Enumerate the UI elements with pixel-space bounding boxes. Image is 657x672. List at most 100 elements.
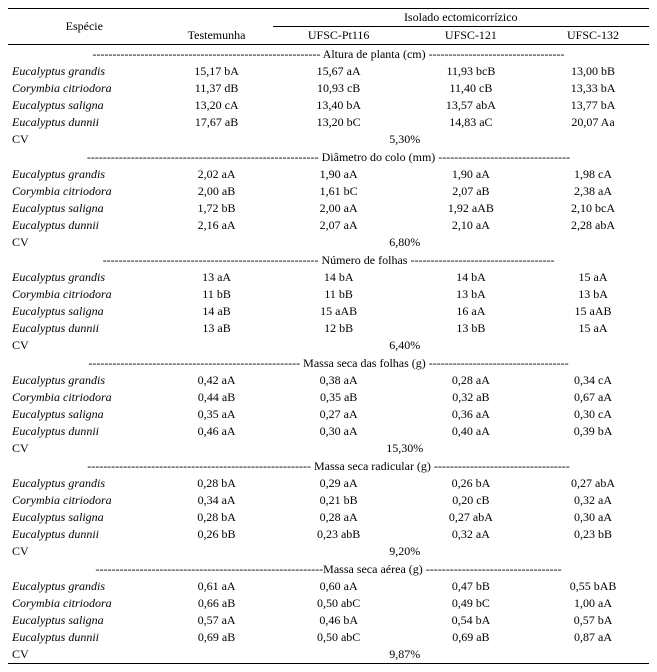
value-cell: 2,10 aA	[405, 217, 537, 234]
value-cell: 1,72 bB	[161, 200, 273, 217]
value-cell: 0,50 abC	[273, 629, 405, 646]
value-cell: 0,54 bA	[405, 612, 537, 629]
table-row: Corymbia citriodora0,34 aA0,21 bB0,20 cB…	[8, 492, 649, 509]
value-cell: 0,34 aA	[161, 492, 273, 509]
value-cell: 0,55 bAB	[537, 578, 649, 595]
value-cell: 2,02 aA	[161, 166, 273, 183]
value-cell: 1,90 aA	[273, 166, 405, 183]
table-row: Eucalyptus dunnii0,26 bB0,23 abB0,32 aA0…	[8, 526, 649, 543]
value-cell: 11,93 bcB	[405, 63, 537, 80]
value-cell: 13 bA	[537, 286, 649, 303]
value-cell: 0,23 bB	[537, 526, 649, 543]
value-cell: 0,28 bA	[161, 475, 273, 492]
species-cell: Eucalyptus grandis	[8, 166, 161, 183]
table-row: Eucalyptus grandis2,02 aA1,90 aA1,90 aA1…	[8, 166, 649, 183]
value-cell: 1,98 cA	[537, 166, 649, 183]
species-cell: Eucalyptus dunnii	[8, 423, 161, 440]
value-cell: 13,57 abA	[405, 97, 537, 114]
table-row: Eucalyptus saligna0,35 aA0,27 aA0,36 aA0…	[8, 406, 649, 423]
value-cell: 14 bA	[405, 269, 537, 286]
value-cell: 13 aB	[161, 320, 273, 337]
table-row: Eucalyptus dunnii2,16 aA2,07 aA2,10 aA2,…	[8, 217, 649, 234]
table-row: Corymbia citriodora2,00 aB1,61 bC2,07 aB…	[8, 183, 649, 200]
species-cell: Eucalyptus saligna	[8, 406, 161, 423]
value-cell: 0,61 aA	[161, 578, 273, 595]
value-cell: 13 bA	[405, 286, 537, 303]
cv-value: 5,30%	[161, 131, 649, 148]
value-cell: 0,42 aA	[161, 372, 273, 389]
value-cell: 0,35 aB	[273, 389, 405, 406]
cv-value: 9,87%	[161, 646, 649, 664]
value-cell: 12 bB	[273, 320, 405, 337]
table-row: Eucalyptus dunnii0,46 aA0,30 aA0,40 aA0,…	[8, 423, 649, 440]
value-cell: 14 aB	[161, 303, 273, 320]
value-cell: 2,38 aA	[537, 183, 649, 200]
cv-value: 6,80%	[161, 234, 649, 251]
value-cell: 13 bB	[405, 320, 537, 337]
value-cell: 15 aA	[537, 320, 649, 337]
value-cell: 0,28 aA	[405, 372, 537, 389]
col-header-testemunha: Testemunha	[161, 9, 273, 45]
table-row: Eucalyptus saligna0,57 aA0,46 bA0,54 bA0…	[8, 612, 649, 629]
value-cell: 11,37 dB	[161, 80, 273, 97]
value-cell: 0,30 aA	[273, 423, 405, 440]
value-cell: 0,30 cA	[537, 406, 649, 423]
value-cell: 0,67 aA	[537, 389, 649, 406]
table-row: Eucalyptus dunnii13 aB12 bB13 bB15 aA	[8, 320, 649, 337]
table-row: Corymbia citriodora11,37 dB10,93 cB11,40…	[8, 80, 649, 97]
value-cell: 2,00 aB	[161, 183, 273, 200]
value-cell: 11,40 cB	[405, 80, 537, 97]
section-title: ----------------------------------------…	[8, 251, 649, 269]
species-cell: Eucalyptus grandis	[8, 372, 161, 389]
value-cell: 15,67 aA	[273, 63, 405, 80]
section-title: ----------------------------------------…	[8, 354, 649, 372]
table-row: Eucalyptus saligna14 aB15 aAB16 aA15 aAB	[8, 303, 649, 320]
species-cell: Corymbia citriodora	[8, 389, 161, 406]
value-cell: 0,27 aA	[273, 406, 405, 423]
cv-value: 6,40%	[161, 337, 649, 354]
value-cell: 13 aA	[161, 269, 273, 286]
data-table: EspécieTestemunhaIsolado ectomicorrízico…	[8, 8, 649, 664]
value-cell: 0,47 bB	[405, 578, 537, 595]
value-cell: 0,46 aA	[161, 423, 273, 440]
section-title: ----------------------------------------…	[8, 560, 649, 578]
species-cell: Corymbia citriodora	[8, 492, 161, 509]
value-cell: 2,28 abA	[537, 217, 649, 234]
value-cell: 0,30 aA	[537, 509, 649, 526]
table-row: Corymbia citriodora0,44 aB0,35 aB0,32 aB…	[8, 389, 649, 406]
value-cell: 20,07 Aa	[537, 114, 649, 131]
value-cell: 1,61 bC	[273, 183, 405, 200]
value-cell: 11 bB	[161, 286, 273, 303]
value-cell: 0,46 bA	[273, 612, 405, 629]
table-row: Corymbia citriodora0,66 aB0,50 abC0,49 b…	[8, 595, 649, 612]
value-cell: 13,20 bC	[273, 114, 405, 131]
section-title: ----------------------------------------…	[8, 457, 649, 475]
value-cell: 0,28 bA	[161, 509, 273, 526]
value-cell: 2,10 bcA	[537, 200, 649, 217]
value-cell: 16 aA	[405, 303, 537, 320]
table-row: Corymbia citriodora11 bB11 bB13 bA13 bA	[8, 286, 649, 303]
cv-label: CV	[8, 543, 161, 560]
section-title: ----------------------------------------…	[8, 45, 649, 63]
value-cell: 17,67 aB	[161, 114, 273, 131]
value-cell: 0,23 abB	[273, 526, 405, 543]
species-cell: Eucalyptus dunnii	[8, 320, 161, 337]
value-cell: 10,93 cB	[273, 80, 405, 97]
value-cell: 0,26 bB	[161, 526, 273, 543]
value-cell: 0,35 aA	[161, 406, 273, 423]
species-cell: Eucalyptus grandis	[8, 269, 161, 286]
value-cell: 0,57 bA	[537, 612, 649, 629]
value-cell: 0,69 aB	[161, 629, 273, 646]
value-cell: 0,87 aA	[537, 629, 649, 646]
cv-label: CV	[8, 131, 161, 148]
species-cell: Corymbia citriodora	[8, 595, 161, 612]
value-cell: 2,00 aA	[273, 200, 405, 217]
value-cell: 13,33 bA	[537, 80, 649, 97]
value-cell: 13,77 bA	[537, 97, 649, 114]
table-row: Eucalyptus dunnii0,69 aB0,50 abC0,69 aB0…	[8, 629, 649, 646]
value-cell: 11 bB	[273, 286, 405, 303]
value-cell: 13,40 bA	[273, 97, 405, 114]
value-cell: 0,27 abA	[405, 509, 537, 526]
value-cell: 14,83 aC	[405, 114, 537, 131]
value-cell: 0,20 cB	[405, 492, 537, 509]
